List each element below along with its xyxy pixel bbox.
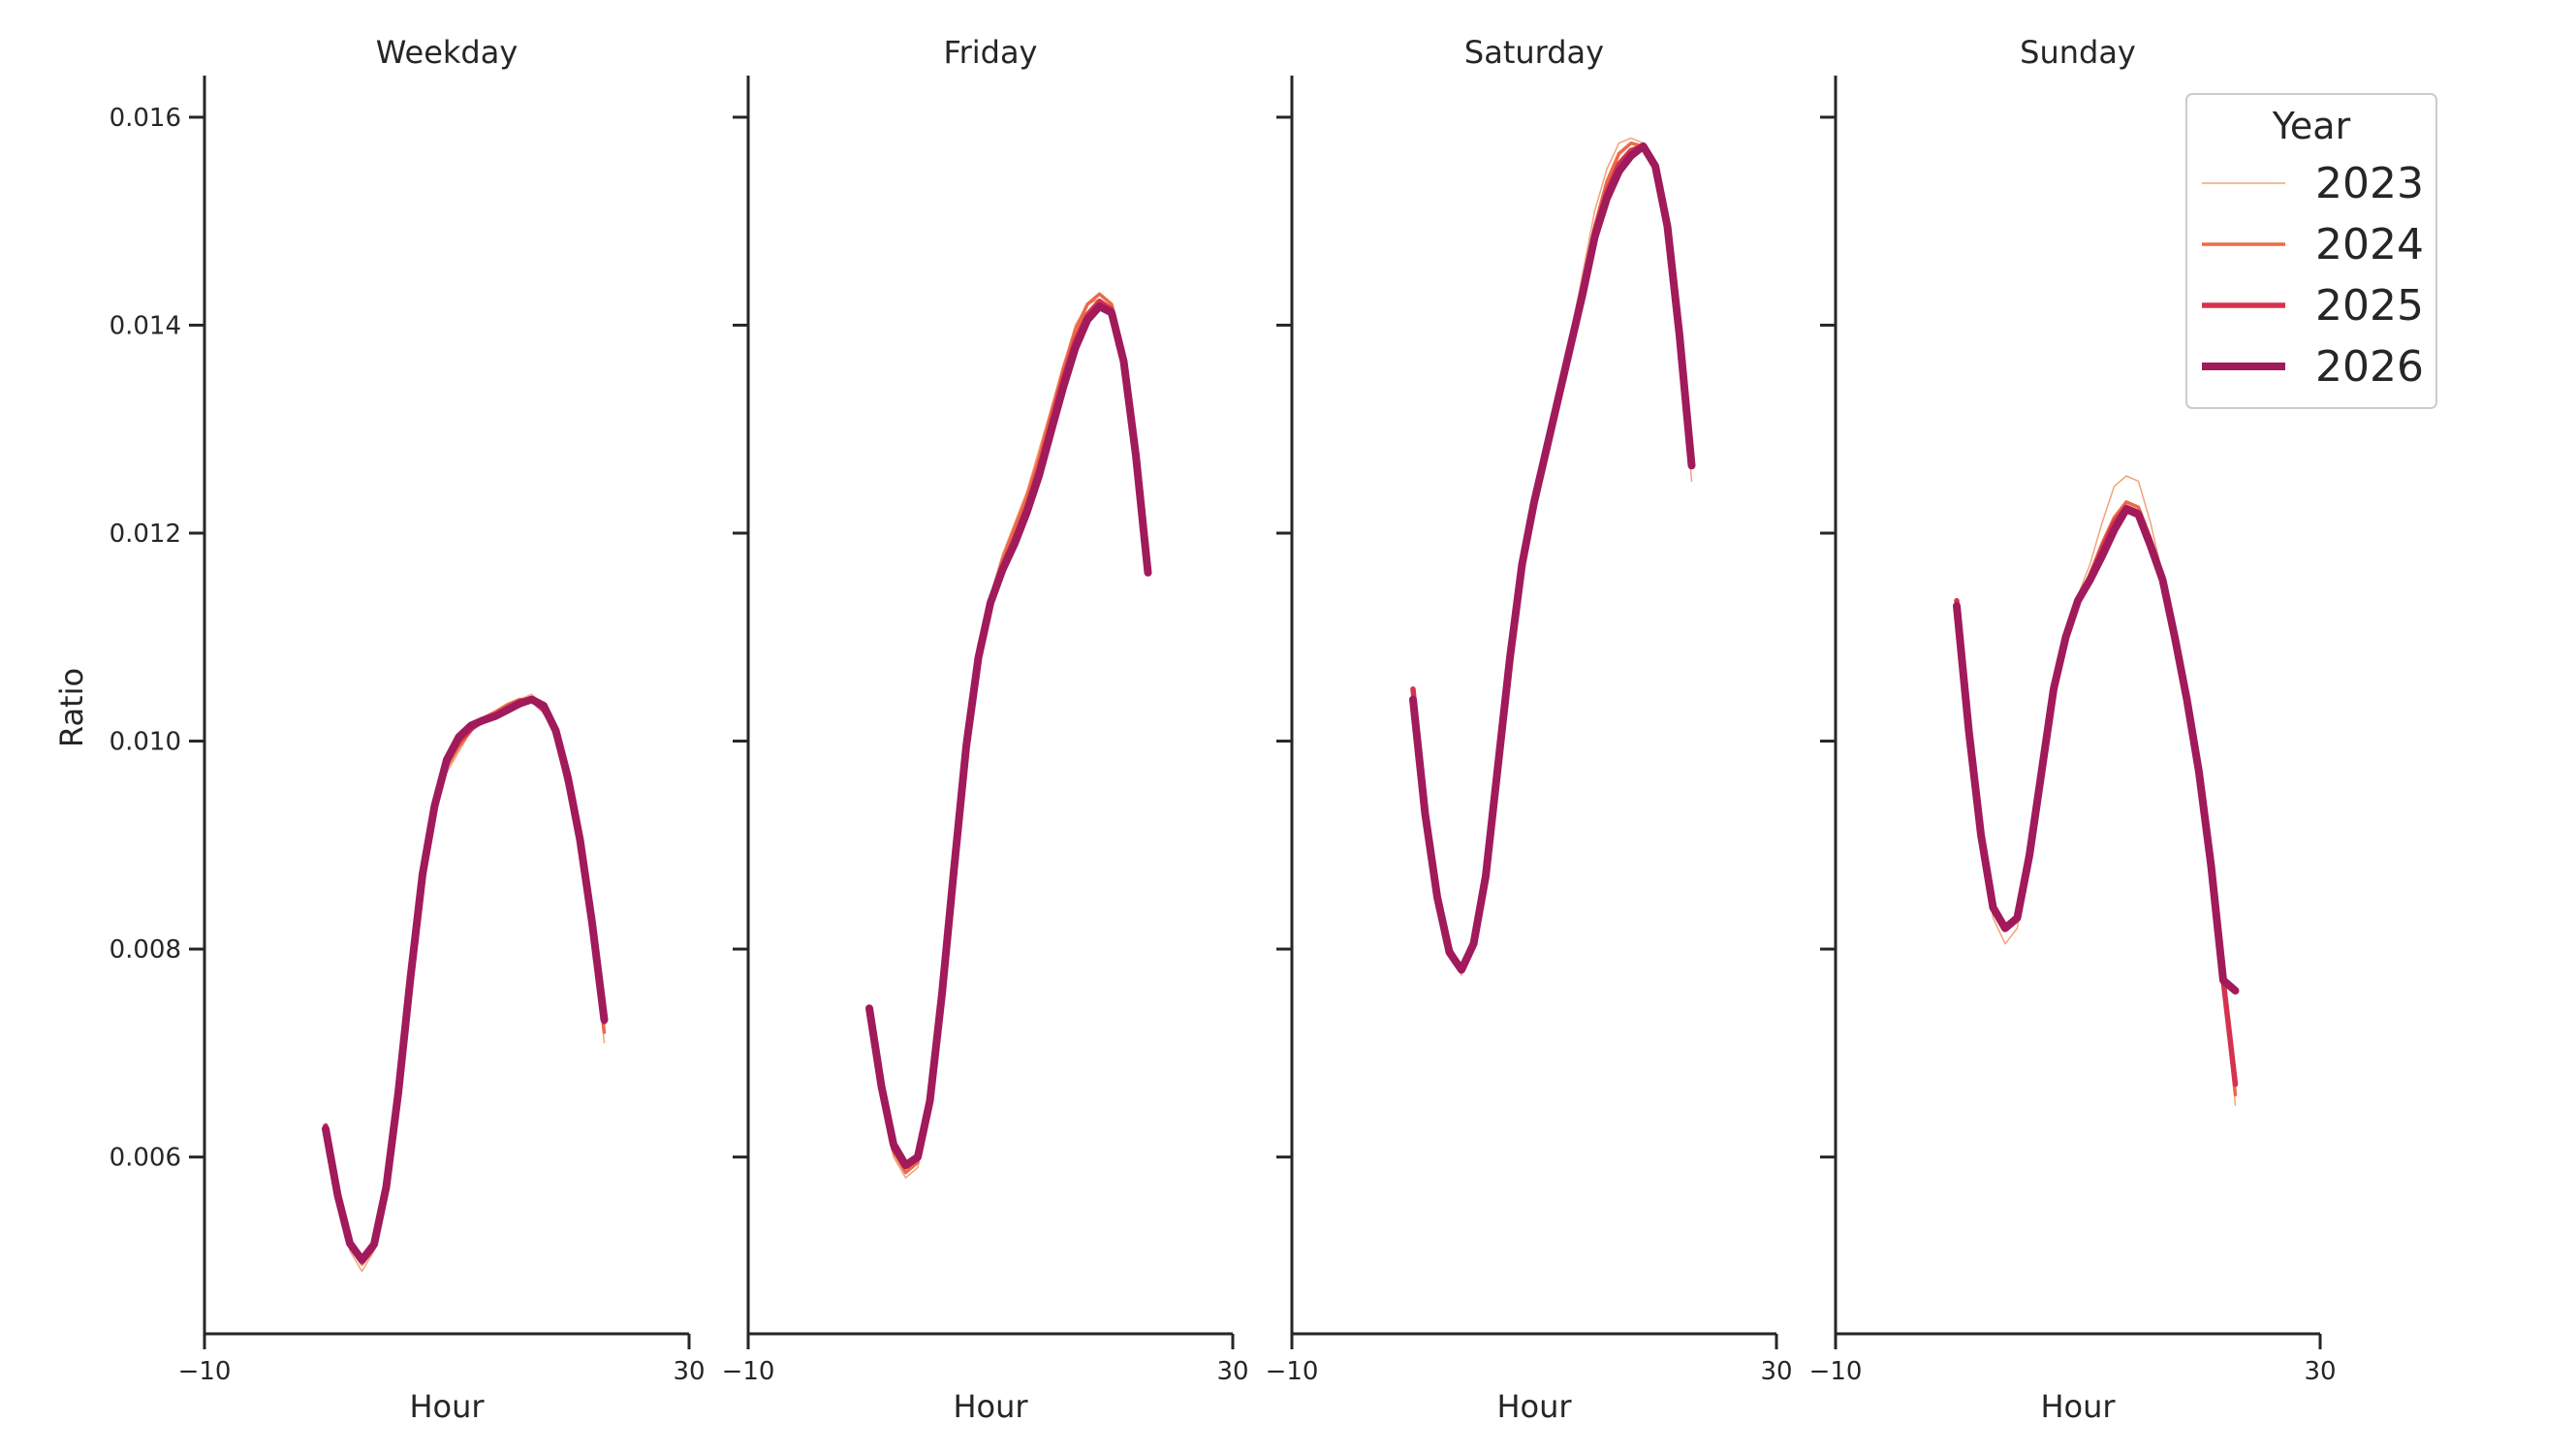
legend: Year 2023 2024 2025 2026	[2185, 93, 2437, 409]
panel-sunday: Sunday −10 30 Hour	[1809, 34, 2337, 1425]
panel-title: Weekday	[376, 34, 518, 71]
series-line-2024	[324, 697, 607, 1266]
series-line-2026	[1409, 142, 1696, 974]
series-line-2026	[865, 302, 1152, 1170]
panel-saturday: Saturday −10 30 Hour	[1266, 34, 1793, 1425]
x-axis-label: Hour	[953, 1388, 1028, 1425]
y-tick-label: 0.012	[110, 520, 181, 549]
panel-title: Sunday	[2020, 34, 2136, 71]
series-line-2025	[866, 299, 1151, 1168]
chart-panels: Weekday 0.006 0.008 0.010 0.012 0.014 0.016 −10…	[110, 34, 2337, 1425]
series-line-2023	[1412, 137, 1693, 976]
panel-title: Saturday	[1464, 34, 1604, 71]
series-line-2026	[1953, 505, 2240, 995]
legend-box	[2185, 93, 2437, 409]
panel-title: Friday	[944, 34, 1038, 71]
panel-weekday: Weekday 0.006 0.008 0.010 0.012 0.014 0.016 −10…	[110, 34, 706, 1425]
x-tick-label: 30	[1760, 1357, 1792, 1386]
x-tick-label: 30	[1216, 1357, 1248, 1386]
y-tick-label: 0.014	[110, 311, 181, 340]
series-line-2024	[867, 292, 1150, 1175]
x-axis-label: Hour	[2040, 1388, 2116, 1425]
x-tick-label: −10	[178, 1357, 232, 1386]
series-line-2024	[1411, 141, 1694, 972]
legend-label-2025: 2025	[2315, 281, 2424, 331]
x-tick-label: 30	[2304, 1357, 2336, 1386]
series-line-2023	[868, 298, 1149, 1179]
series-line-2025	[1410, 143, 1695, 973]
y-tick-label: 0.006	[110, 1144, 181, 1173]
legend-title: Year	[2272, 105, 2351, 147]
legend-label-2024: 2024	[2315, 220, 2424, 269]
x-axis-label: Hour	[409, 1388, 485, 1425]
legend-label-2023: 2023	[2315, 159, 2424, 208]
y-tick-label: 0.008	[110, 935, 181, 964]
legend-label-2026: 2026	[2315, 342, 2424, 392]
series-line-2025	[1954, 504, 2239, 1088]
series-line-2026	[322, 695, 609, 1264]
x-tick-label: −10	[1266, 1357, 1319, 1386]
y-axis-label: Ratio	[53, 668, 90, 747]
series-line-2025	[323, 696, 608, 1264]
x-axis-label: Hour	[1496, 1388, 1572, 1425]
x-tick-label: −10	[722, 1357, 775, 1386]
panel-friday: Friday −10 30 Hour	[722, 34, 1249, 1425]
series-line-2024	[1955, 500, 2238, 1097]
y-tick-label: 0.016	[110, 104, 181, 133]
y-tick-label: 0.010	[110, 728, 181, 757]
series-line-2023	[325, 693, 606, 1273]
x-tick-label: 30	[673, 1357, 705, 1386]
x-tick-label: −10	[1809, 1357, 1863, 1386]
